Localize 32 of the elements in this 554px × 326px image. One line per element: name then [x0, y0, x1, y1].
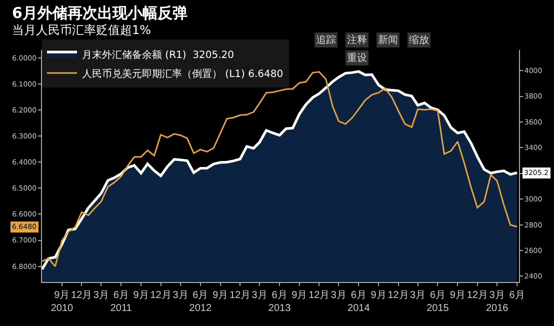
legend-label: 人民币兑美元即期汇率（倒置） (L1) 6.6480	[82, 68, 284, 80]
x-tick-label: 9月	[133, 290, 149, 301]
text: 注释	[347, 34, 367, 46]
x-tick-label: 12月	[230, 290, 251, 301]
x-tick-label: 12月	[150, 290, 172, 301]
x-tick-label: 3月	[410, 290, 426, 301]
text: 追踪	[316, 34, 336, 46]
x-tick-label: 9月	[292, 290, 308, 301]
x-tick-label: 9月	[370, 290, 386, 301]
x-tick-label: 9月	[212, 290, 228, 301]
x-tick-label: 3月	[172, 290, 188, 301]
legend-label: 月末外汇储备余额 (R1) 3205.20	[82, 48, 234, 61]
x-tick-label: 6月	[509, 290, 525, 301]
x-tick-label: 3月	[330, 290, 346, 301]
x-tick-label: 9月	[450, 290, 466, 301]
x-tick-label: 12月	[71, 290, 92, 301]
chart-title: 6月外储再次出现小幅反弹	[12, 4, 188, 22]
x-tick-label: 6月 2014	[348, 290, 370, 314]
x-tick-label: 12月	[466, 290, 488, 301]
x-tick-label: 12月	[308, 290, 330, 301]
x-tick-label: 6月 2015	[426, 290, 450, 314]
text: 缩放	[409, 34, 429, 46]
chart-subtitle: 当月人民币汇率贬值超1%	[12, 23, 152, 37]
x-tick-label: 6月 2013	[268, 290, 292, 314]
x-tick-label: 12月	[388, 290, 409, 301]
x-tick-label: 3月 2016	[486, 290, 509, 314]
annotation: 重设	[347, 52, 367, 64]
text: 新闻	[378, 34, 398, 46]
x-tick-label: 3月	[252, 290, 268, 301]
x-tick-label: 6月 2011	[110, 290, 132, 314]
x-tick-label: 3月	[93, 290, 109, 301]
x-tick-label: 6月 2012	[189, 290, 212, 314]
